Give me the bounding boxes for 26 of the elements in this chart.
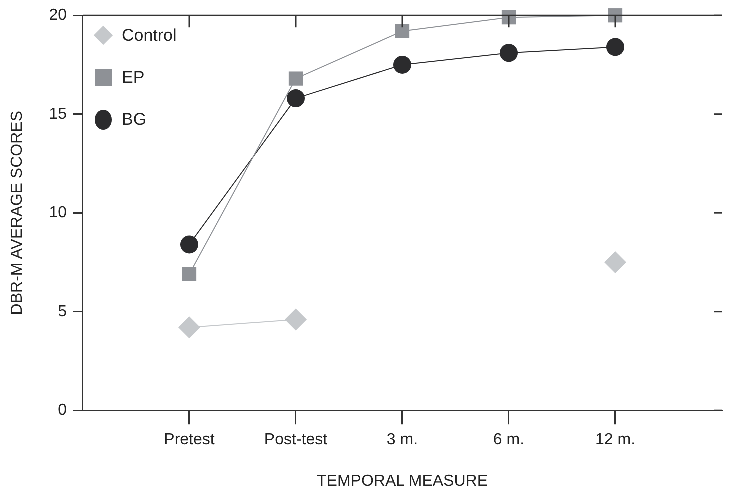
- legend-label: BG: [122, 110, 147, 130]
- y-tick-label: 5: [58, 303, 68, 320]
- point: [394, 56, 412, 74]
- point: [285, 308, 307, 331]
- x-tick-label: 3 m.: [386, 432, 418, 449]
- x-axis-title: TEMPORAL MEASURE: [317, 472, 488, 490]
- point: [288, 72, 304, 86]
- x-tick-label: 6 m.: [493, 432, 525, 449]
- legend-label: Control: [122, 26, 177, 46]
- y-axis-title: DBR-M AVERAGE SCORES: [9, 111, 26, 316]
- point: [287, 90, 305, 108]
- x-tick-label: 12 m.: [595, 432, 636, 449]
- point: [606, 38, 624, 56]
- y-tick-label: 10: [49, 204, 68, 222]
- point: [604, 251, 626, 274]
- y-tick-label: 0: [58, 402, 68, 420]
- y-tick-label: 20: [49, 7, 68, 24]
- legend-label: EP: [122, 68, 145, 88]
- point: [500, 44, 518, 62]
- x-tick-label: Post-test: [264, 432, 328, 449]
- point: [180, 236, 198, 254]
- y-tick-label: 15: [49, 106, 68, 123]
- point: [395, 24, 410, 38]
- x-tick-label: Pretest: [164, 432, 216, 449]
- point: [178, 316, 200, 339]
- point: [182, 267, 197, 282]
